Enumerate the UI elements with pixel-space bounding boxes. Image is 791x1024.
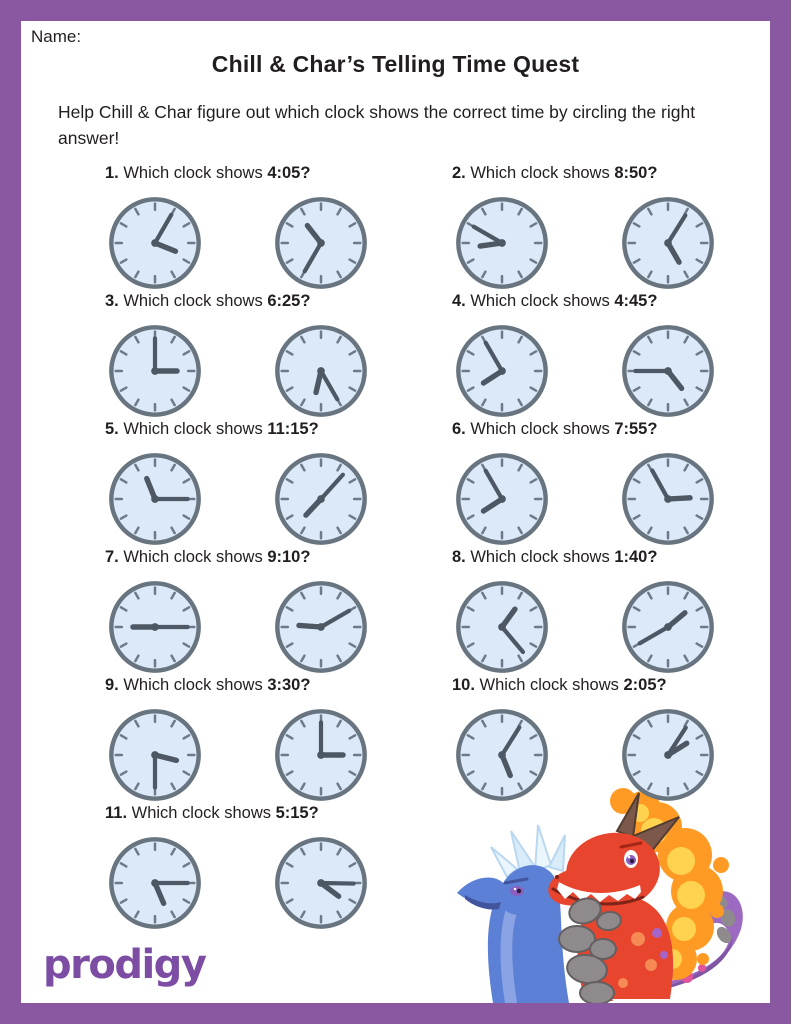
prodigy-logo: prodigy	[43, 942, 207, 988]
question-number: 6.	[452, 420, 466, 438]
clock-q1-option-a[interactable]	[107, 195, 203, 291]
question-text: 9. Which clock shows 3:30?	[105, 673, 369, 697]
clock-options	[105, 835, 369, 931]
question-3: 3. Which clock shows 6:25?	[105, 289, 369, 419]
clock-q9-option-b[interactable]	[273, 707, 369, 803]
chill-dragon	[457, 824, 569, 1003]
question-text: 6. Which clock shows 7:55?	[452, 417, 716, 441]
question-text: 5. Which clock shows 11:15?	[105, 417, 369, 441]
question-10: 10. Which clock shows 2:05?	[452, 673, 716, 803]
question-time: 2:05?	[623, 676, 667, 694]
question-text: 7. Which clock shows 9:10?	[105, 545, 369, 569]
question-number: 3.	[105, 292, 119, 310]
question-1: 1. Which clock shows 4:05?	[105, 161, 369, 291]
question-number: 9.	[105, 676, 119, 694]
clock-q1-option-b[interactable]	[273, 195, 369, 291]
question-time: 4:05?	[267, 164, 311, 182]
question-number: 8.	[452, 548, 466, 566]
question-number: 2.	[452, 164, 466, 182]
question-text: 4. Which clock shows 4:45?	[452, 289, 716, 313]
question-number: 7.	[105, 548, 119, 566]
clock-q2-option-a[interactable]	[454, 195, 550, 291]
clock-q9-option-a[interactable]	[107, 707, 203, 803]
question-text: 10. Which clock shows 2:05?	[452, 673, 716, 697]
instructions-text: Help Chill & Char figure out which clock…	[58, 102, 696, 148]
question-prompt: Which clock shows	[127, 804, 276, 822]
page-title: Chill & Char’s Telling Time Quest	[211, 51, 580, 77]
questions-area: 1. Which clock shows 4:05? 2. Which cloc…	[21, 21, 770, 1003]
char-dragon	[548, 792, 680, 1003]
question-text: 2. Which clock shows 8:50?	[452, 161, 716, 185]
question-time: 9:10?	[267, 548, 311, 566]
question-time: 1:40?	[614, 548, 658, 566]
clock-options	[105, 707, 369, 803]
question-8: 8. Which clock shows 1:40?	[452, 545, 716, 675]
clock-q5-option-a[interactable]	[107, 451, 203, 547]
clock-q7-option-a[interactable]	[107, 579, 203, 675]
clock-q10-option-b[interactable]	[620, 707, 716, 803]
clock-options	[452, 579, 716, 675]
question-prompt: Which clock shows	[118, 676, 268, 694]
clock-q6-option-a[interactable]	[454, 451, 550, 547]
question-9: 9. Which clock shows 3:30?	[105, 673, 369, 803]
clock-options	[105, 451, 369, 547]
question-prompt: Which clock shows	[474, 676, 624, 694]
clock-q4-option-b[interactable]	[620, 323, 716, 419]
question-time: 7:55?	[614, 420, 658, 438]
question-prompt: Which clock shows	[465, 292, 615, 310]
clock-q11-option-a[interactable]	[107, 835, 203, 931]
clock-q2-option-b[interactable]	[620, 195, 716, 291]
question-prompt: Which clock shows	[118, 164, 268, 182]
question-text: 11. Which clock shows 5:15?	[105, 801, 369, 825]
clock-q7-option-b[interactable]	[273, 579, 369, 675]
clock-q5-option-b[interactable]	[273, 451, 369, 547]
question-time: 4:45?	[614, 292, 658, 310]
question-prompt: Which clock shows	[118, 548, 268, 566]
clock-q8-option-a[interactable]	[454, 579, 550, 675]
question-4: 4. Which clock shows 4:45?	[452, 289, 716, 419]
question-7: 7. Which clock shows 9:10?	[105, 545, 369, 675]
question-number: 10.	[452, 676, 475, 694]
question-text: 8. Which clock shows 1:40?	[452, 545, 716, 569]
question-prompt: Which clock shows	[118, 292, 268, 310]
clock-q3-option-b[interactable]	[273, 323, 369, 419]
clock-options	[452, 707, 716, 803]
clock-options	[452, 195, 716, 291]
question-number: 11.	[105, 804, 128, 822]
question-11: 11. Which clock shows 5:15?	[105, 801, 369, 931]
chill-and-char-illustration	[447, 787, 767, 1003]
question-prompt: Which clock shows	[465, 420, 615, 438]
clock-options	[452, 451, 716, 547]
clock-options	[452, 323, 716, 419]
question-time: 6:25?	[267, 292, 311, 310]
question-number: 1.	[105, 164, 119, 182]
clock-options	[105, 323, 369, 419]
question-time: 3:30?	[267, 676, 311, 694]
question-text: 3. Which clock shows 6:25?	[105, 289, 369, 313]
question-prompt: Which clock shows	[465, 548, 615, 566]
question-text: 1. Which clock shows 4:05?	[105, 161, 369, 185]
clock-q6-option-b[interactable]	[620, 451, 716, 547]
question-6: 6. Which clock shows 7:55?	[452, 417, 716, 547]
question-time: 5:15?	[275, 804, 319, 822]
question-number: 5.	[105, 420, 119, 438]
clock-q8-option-b[interactable]	[620, 579, 716, 675]
question-time: 8:50?	[614, 164, 658, 182]
clock-q11-option-b[interactable]	[273, 835, 369, 931]
clock-q3-option-a[interactable]	[107, 323, 203, 419]
question-prompt: Which clock shows	[465, 164, 615, 182]
clock-options	[105, 579, 369, 675]
question-time: 11:15?	[267, 420, 319, 438]
clock-options	[105, 195, 369, 291]
question-prompt: Which clock shows	[118, 420, 268, 438]
name-label: Name:	[31, 27, 82, 46]
clock-q4-option-a[interactable]	[454, 323, 550, 419]
clock-q10-option-a[interactable]	[454, 707, 550, 803]
question-number: 4.	[452, 292, 466, 310]
question-2: 2. Which clock shows 8:50?	[452, 161, 716, 291]
question-5: 5. Which clock shows 11:15?	[105, 417, 369, 547]
